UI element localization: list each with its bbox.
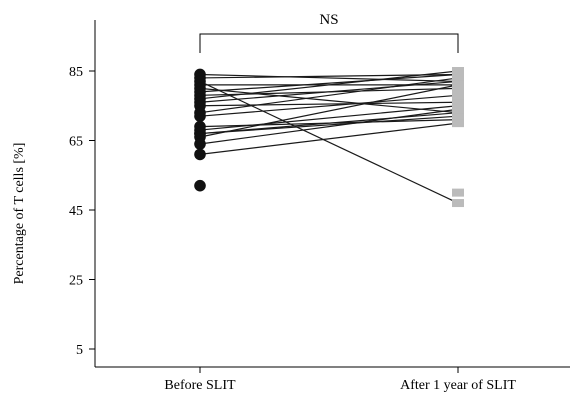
pair-line <box>199 77 459 114</box>
pair-line <box>199 108 459 145</box>
x-axis: Before SLIT After 1 year of SLIT <box>95 366 570 393</box>
pair-line <box>199 70 459 100</box>
pair-line <box>199 73 459 93</box>
y-tick-label: 65 <box>69 135 83 150</box>
pair-line <box>199 84 459 138</box>
significance-bracket: NS <box>199 12 459 53</box>
y-tick-label: 85 <box>69 65 83 80</box>
y-axis-title: Percentage of T cells [%] <box>12 143 27 285</box>
y-ticks: 5 25 45 65 85 <box>69 65 95 358</box>
y-tick-label: 25 <box>69 274 83 289</box>
before-marker <box>194 110 206 122</box>
x-ticks: Before SLIT After 1 year of SLIT <box>164 367 516 393</box>
y-tick-label: 45 <box>69 204 83 219</box>
before-marker <box>194 138 206 150</box>
after-marker <box>452 188 464 197</box>
after-marker <box>452 119 464 128</box>
before-marker <box>194 148 206 161</box>
paired-lines <box>199 70 459 204</box>
y-tick-label: 5 <box>76 343 83 358</box>
y-axis: 5 25 45 65 85 <box>69 20 96 367</box>
pair-line <box>199 80 459 204</box>
after-marker <box>452 199 464 208</box>
pair-line <box>199 105 459 131</box>
pair-line <box>199 94 459 117</box>
pair-line <box>199 101 459 107</box>
pair-line <box>199 80 459 103</box>
bracket-line <box>199 33 459 53</box>
pair-line <box>199 73 459 83</box>
pair-line <box>199 87 459 114</box>
after-marker <box>452 105 464 114</box>
before-markers <box>194 68 206 192</box>
after-marker <box>452 67 464 75</box>
x-tick-label: Before SLIT <box>164 378 236 393</box>
after-marker <box>452 80 464 89</box>
pair-line <box>199 115 459 135</box>
after-marker <box>452 112 464 121</box>
after-marker <box>452 91 464 100</box>
after-markers <box>452 67 464 208</box>
before-marker <box>194 179 206 192</box>
after-marker <box>452 73 464 82</box>
significance-label: NS <box>319 12 338 28</box>
pair-line <box>199 122 459 155</box>
x-tick-label: After 1 year of SLIT <box>400 378 516 393</box>
